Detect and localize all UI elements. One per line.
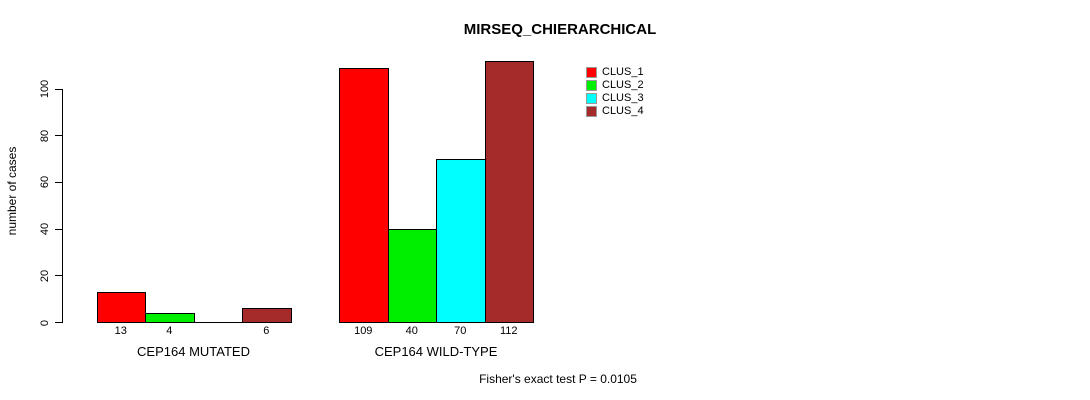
chart-title: MIRSEQ_CHIERARCHICAL [463, 21, 657, 38]
bar-value-label: 6 [263, 325, 270, 337]
bar [339, 67, 389, 324]
y-axis-tick [54, 181, 62, 183]
category-label: CEP164 WILD-TYPE [374, 344, 498, 359]
y-axis-tick [54, 88, 62, 90]
y-axis-tick [54, 135, 62, 137]
y-axis-label: number of cases [5, 146, 19, 236]
footnote: Fisher's exact test P = 0.0105 [479, 372, 637, 386]
bar-value-label: 4 [166, 325, 173, 337]
y-axis-tick-label: 0 [39, 319, 51, 326]
y-axis-tick [54, 228, 62, 230]
legend-swatch [586, 92, 597, 104]
y-axis-tick-label: 100 [39, 79, 51, 99]
y-axis-tick-label: 60 [39, 176, 51, 189]
legend-label: CLUS_3 [602, 92, 644, 104]
bar [193, 322, 243, 323]
bar [484, 60, 534, 324]
bar [145, 313, 195, 324]
bar-value-label: 40 [405, 325, 418, 337]
bar [436, 159, 486, 324]
legend-swatch [586, 105, 597, 117]
bar-value-label: 70 [454, 325, 467, 337]
legend-label: CLUS_4 [602, 105, 644, 117]
y-axis-tick-label: 80 [39, 129, 51, 142]
bar [96, 292, 146, 324]
legend-label: CLUS_2 [602, 79, 644, 91]
y-axis-tick [54, 322, 62, 323]
legend-swatch [586, 79, 597, 91]
bar [242, 308, 292, 324]
bar [387, 229, 437, 324]
y-axis-tick [54, 275, 62, 277]
bar-value-label: 13 [114, 325, 127, 337]
y-axis-line [61, 88, 63, 323]
category-label: CEP164 MUTATED [137, 344, 250, 359]
y-axis-tick-label: 40 [39, 222, 51, 236]
bar-value-label: 112 [499, 325, 518, 337]
legend-swatch [586, 66, 597, 78]
y-axis-tick-label: 20 [39, 269, 51, 282]
bar-value-label: 109 [354, 325, 373, 337]
legend-label: CLUS_1 [602, 66, 644, 78]
